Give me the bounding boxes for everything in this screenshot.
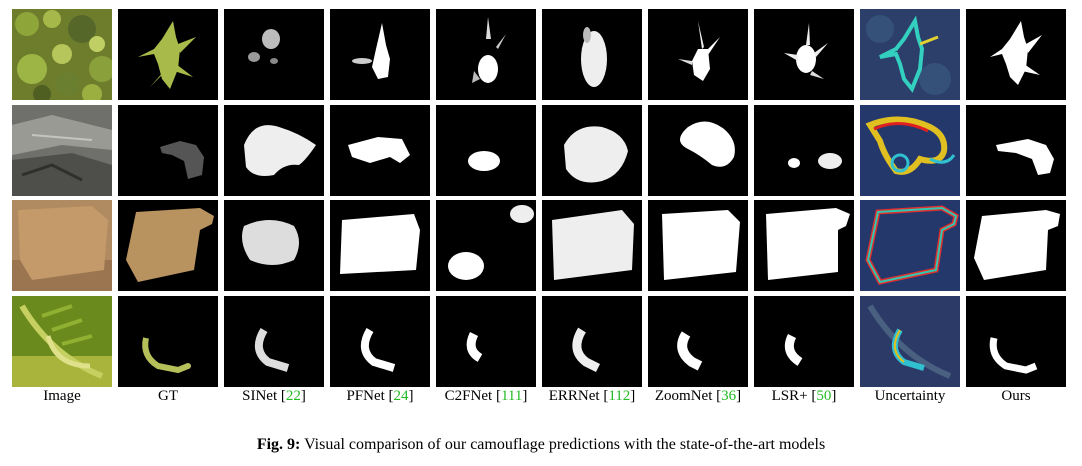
image-rock [12, 105, 112, 196]
label-zoomnet: ZoomNet [36] [654, 388, 742, 404]
ours-insect [966, 9, 1066, 100]
ours-fern [966, 296, 1066, 387]
label-ours: Ours [1001, 388, 1031, 404]
label-lsr: LSR+ [50] [771, 388, 837, 404]
uncertainty-rock [860, 105, 960, 196]
gt-rock [118, 105, 218, 196]
zoomnet-rock [648, 105, 748, 196]
lsr-flatfish [754, 200, 854, 291]
c2fnet-flatfish [436, 200, 536, 291]
gt-fern [118, 296, 218, 387]
pfnet-fern [330, 296, 430, 387]
errnet-fern [542, 296, 642, 387]
ours-rock [966, 105, 1066, 196]
label-uncertainty: Uncertainty [874, 388, 946, 404]
sinet-fern [224, 296, 324, 387]
image-fern [12, 296, 112, 387]
label-image: Image [43, 388, 81, 404]
ours-flatfish [966, 200, 1066, 291]
sinet-rock [224, 105, 324, 196]
label-gt: GT [158, 388, 178, 404]
citation-errnet[interactable]: 112 [608, 388, 631, 404]
citation-lsr[interactable]: 50 [816, 388, 832, 404]
c2fnet-rock [436, 105, 536, 196]
zoomnet-fern [648, 296, 748, 387]
errnet-flatfish [542, 200, 642, 291]
lsr-fern [754, 296, 854, 387]
uncertainty-fern [860, 296, 960, 387]
errnet-rock [542, 105, 642, 196]
uncertainty-insect [860, 9, 960, 100]
image-flatfish [12, 200, 112, 291]
lsr-rock [754, 105, 854, 196]
zoomnet-insect [648, 9, 748, 100]
citation-sinet[interactable]: 22 [285, 388, 301, 404]
lsr-insect [754, 9, 854, 100]
pfnet-flatfish [330, 200, 430, 291]
image-insect [12, 9, 112, 100]
pfnet-rock [330, 105, 430, 196]
c2fnet-insect [436, 9, 536, 100]
citation-zoomnet[interactable]: 36 [721, 388, 737, 404]
errnet-insect [542, 9, 642, 100]
gt-insect [118, 9, 218, 100]
sinet-flatfish [224, 200, 324, 291]
citation-c2fnet[interactable]: 111 [500, 388, 523, 404]
pfnet-insect [330, 9, 430, 100]
gt-flatfish [118, 200, 218, 291]
zoomnet-flatfish [648, 200, 748, 291]
label-sinet: SINet [22] [242, 388, 306, 404]
sinet-insect [224, 9, 324, 100]
uncertainty-flatfish [860, 200, 960, 291]
caption-text: Visual comparison of our camouflage pred… [304, 436, 826, 453]
caption-prefix: Fig. 9: [256, 436, 301, 453]
figure-caption: Fig. 9: Visual comparison of our camoufl… [0, 436, 1082, 454]
column-labels: Image GT SINet [22] PFNet [24] C2FNet [1… [12, 388, 1072, 408]
citation-pfnet[interactable]: 24 [393, 388, 409, 404]
label-c2fnet: C2FNet [111] [444, 388, 528, 404]
c2fnet-fern [436, 296, 536, 387]
label-pfnet: PFNet [24] [346, 388, 414, 404]
label-errnet: ERRNet [112] [548, 388, 636, 404]
